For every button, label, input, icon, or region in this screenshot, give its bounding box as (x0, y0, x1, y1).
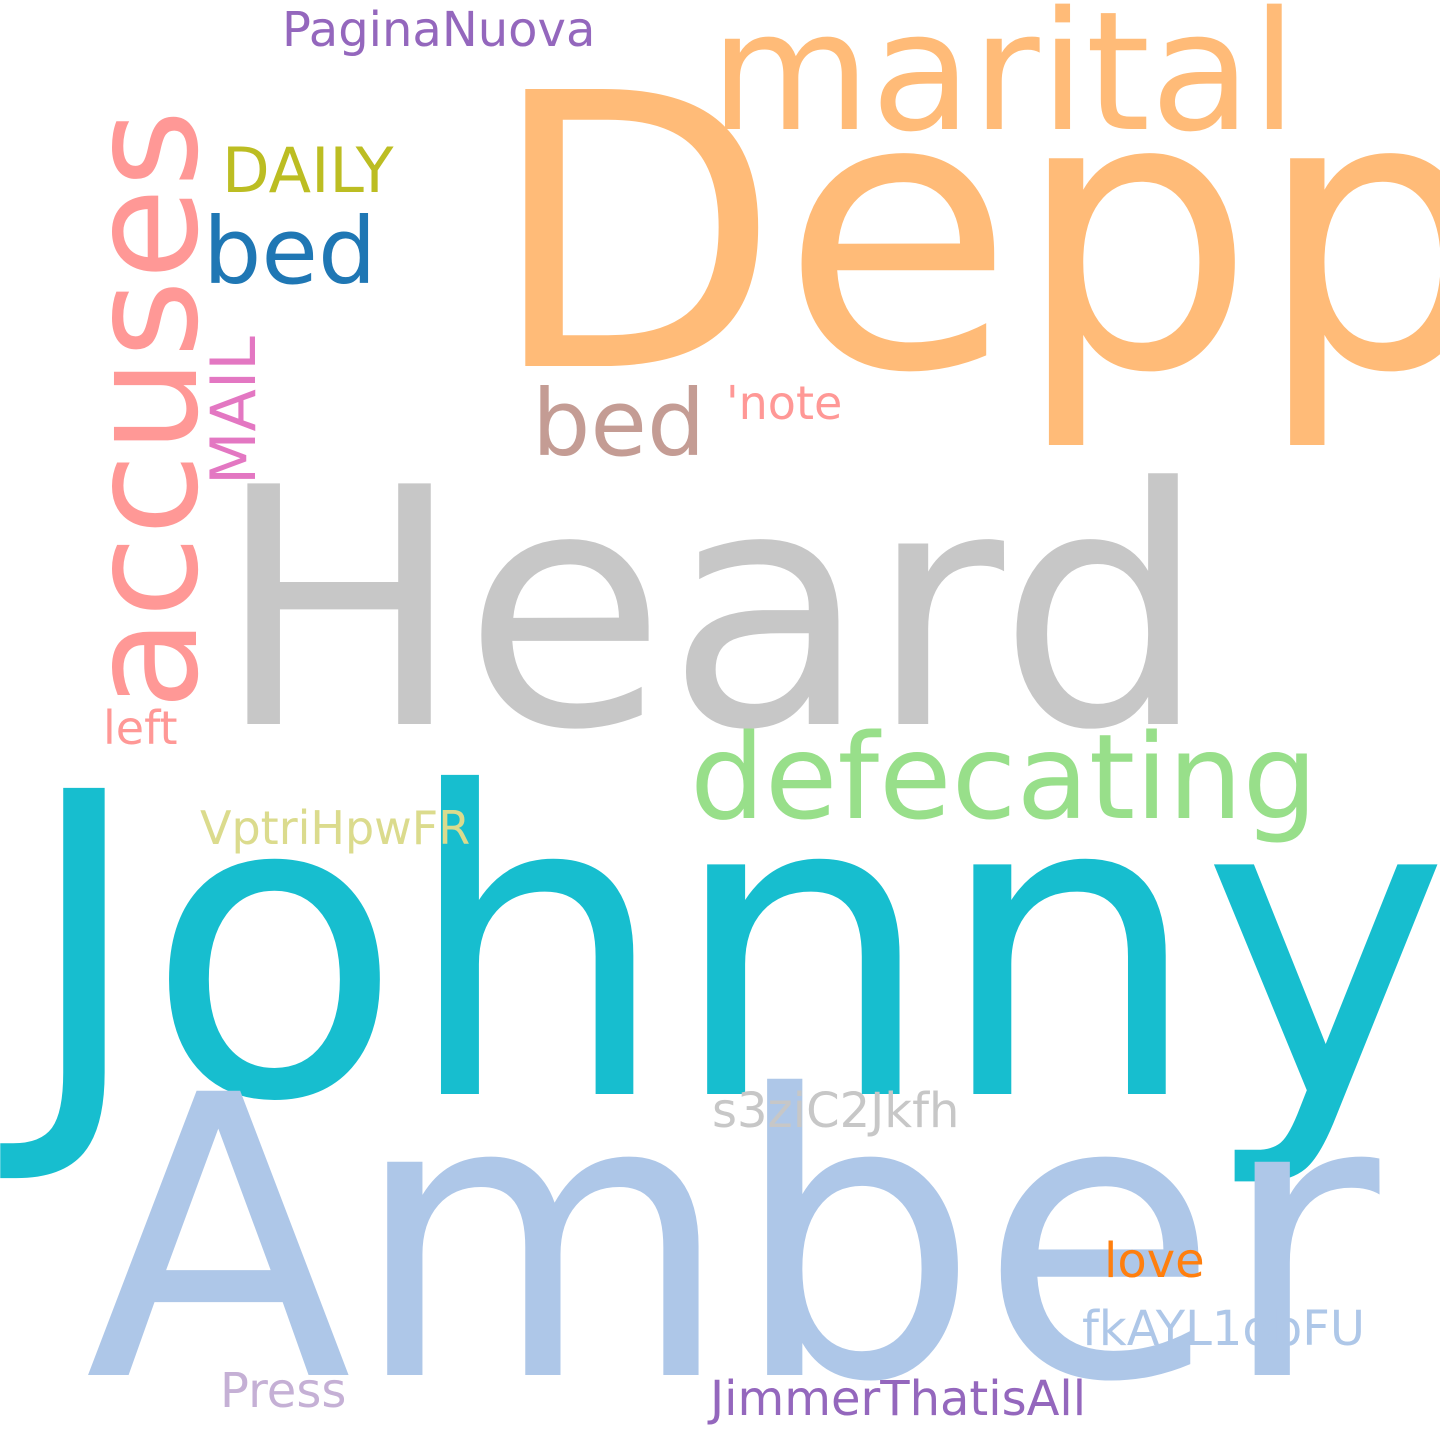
word-press: Press (220, 1363, 347, 1419)
word-depp: Depp (488, 13, 1440, 456)
word-fkayl1obfu: fkAYL1obFU (1082, 1301, 1365, 1357)
word-note: 'note (726, 376, 843, 430)
word-heard: Heard (215, 418, 1208, 802)
word-amber: Amber (85, 1013, 1380, 1440)
word-daily: DAILY (222, 134, 394, 207)
word-marital: marital (710, 0, 1298, 168)
word-s3zic2jkfh: s3ziC2Jkfh (712, 1083, 960, 1139)
word-mail: MAIL (197, 336, 270, 485)
word-defecating: defecating (690, 708, 1318, 846)
word-left: left (103, 701, 178, 755)
word-paginanuova: PaginaNuova (282, 2, 596, 58)
word-bed: bed (203, 198, 377, 305)
word-vptrihpwfr: VptriHpwFR (200, 801, 471, 855)
word-love: love (1104, 1233, 1205, 1289)
word-johnny: Johnny (22, 705, 1440, 1194)
word-jimmerthatisall: JimmerThatisAll (710, 1371, 1087, 1427)
word-bed-secondary: bed (532, 370, 706, 477)
